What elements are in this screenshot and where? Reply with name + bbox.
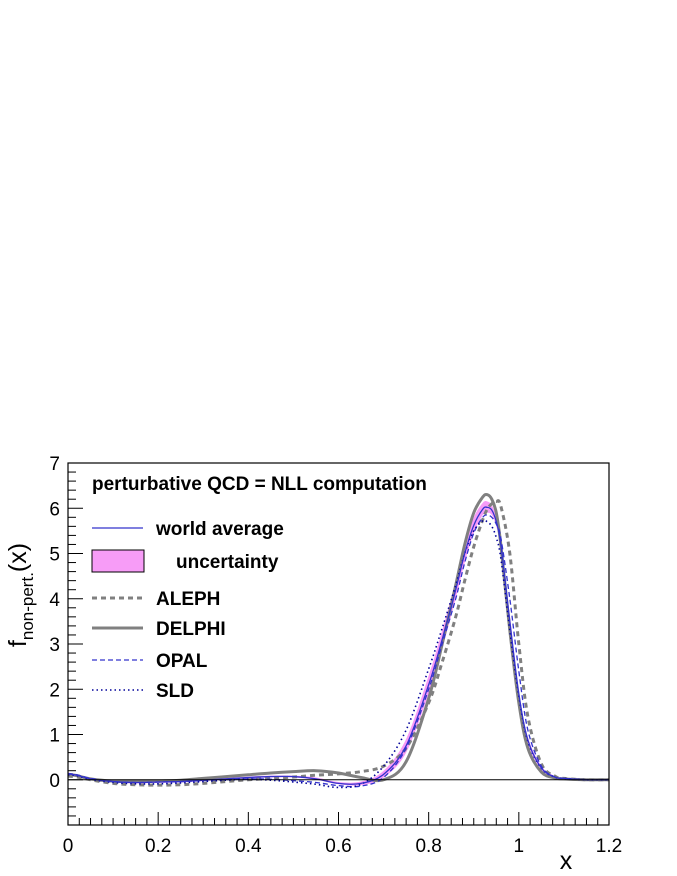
y-tick-label: 5 xyxy=(49,545,60,566)
y-tick-label: 4 xyxy=(49,590,60,611)
x-tick-label: 0 xyxy=(63,836,74,857)
y-tick-label: 6 xyxy=(49,499,60,520)
y-tick-label: 1 xyxy=(49,726,60,747)
y-axis-title: fnon-pert.(x) xyxy=(4,543,37,647)
x-axis-title: x xyxy=(560,847,573,875)
series-layer xyxy=(67,492,610,789)
x-axis: 0 0.2 0.4 0.6 0.8 1 1.2 xyxy=(63,812,622,857)
y-tick-label: 3 xyxy=(49,635,60,656)
series-line-sld xyxy=(67,519,610,789)
legend: world average uncertainty ALEPH DELPHI O… xyxy=(91,519,284,702)
y-tick-label: 7 xyxy=(49,454,60,475)
x-tick-label: 0.2 xyxy=(145,836,171,857)
legend-label-world-average: world average xyxy=(155,519,284,540)
y-axis-title-base: f xyxy=(4,640,32,647)
series-line-delphi xyxy=(67,492,610,784)
legend-label-sld: SLD xyxy=(156,681,194,702)
x-tick-label: 1.2 xyxy=(596,836,622,857)
x-tick-label: 0.6 xyxy=(325,836,351,857)
y-tick-label: 0 xyxy=(49,771,60,792)
series-line-aleph xyxy=(67,499,610,787)
y-axis-title-suffix: (x) xyxy=(4,543,32,572)
x-tick-label: 0.8 xyxy=(415,836,441,857)
legend-label-delphi: DELPHI xyxy=(156,619,226,640)
y-tick-label: 2 xyxy=(49,680,60,701)
annotation-text: perturbative QCD = NLL computation xyxy=(92,474,427,495)
y-axis-title-subscript: non-pert. xyxy=(18,572,37,640)
legend-swatch-uncertainty xyxy=(91,549,145,573)
plot-frame xyxy=(67,462,610,826)
legend-label-aleph: ALEPH xyxy=(156,589,220,610)
series-line-world-average xyxy=(67,506,610,785)
legend-label-uncertainty: uncertainty xyxy=(176,552,279,573)
y-axis: 0 1 2 3 4 5 6 7 xyxy=(49,454,83,826)
x-tick-label: 1 xyxy=(514,836,525,857)
x-tick-label: 0.4 xyxy=(235,836,262,857)
legend-label-opal: OPAL xyxy=(156,651,208,672)
